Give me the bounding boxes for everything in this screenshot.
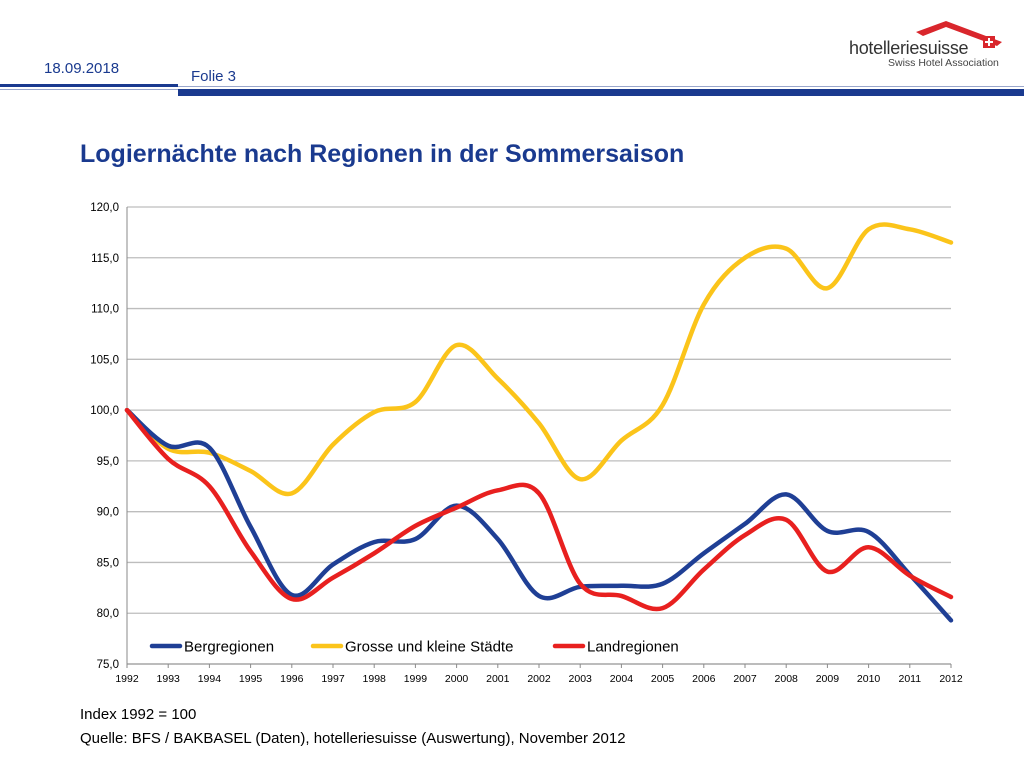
- chart-legend: Bergregionen Grosse und kleine Städte Land…: [149, 639, 679, 656]
- x-tick-label: 2001: [486, 673, 510, 685]
- y-tick-label: 120,0: [90, 202, 119, 214]
- x-tick-label: 1992: [115, 673, 139, 685]
- y-tick-label: 115,0: [91, 253, 119, 265]
- logo-wordmark: hotelleriesuisse: [849, 38, 969, 58]
- legend-label: Landregionen: [587, 639, 679, 656]
- header-rule-left: [0, 84, 178, 87]
- page-title: Logiernächte nach Regionen in der Sommer…: [80, 140, 685, 168]
- x-tick-label: 1998: [363, 673, 387, 685]
- line-chart: 120,0 115,0 110,0 105,0 100,0 95,0 90,0 85,0 80,…: [90, 202, 963, 685]
- legend-label: Grosse und kleine Städte: [345, 639, 513, 656]
- x-tick-label: 2009: [816, 673, 840, 685]
- x-tick-label: 2003: [569, 673, 593, 685]
- x-tick-label: 1995: [239, 673, 263, 685]
- y-tick-label: 105,0: [90, 354, 119, 366]
- header-rule-right-thin: [178, 86, 1024, 87]
- x-tick-label: 1997: [321, 673, 345, 685]
- x-tick-label: 1994: [198, 673, 222, 685]
- y-tick-label: 90,0: [97, 507, 119, 519]
- x-tick-label: 2006: [692, 673, 716, 685]
- logo-tagline: Swiss Hotel Association: [888, 57, 999, 69]
- y-tick-label: 85,0: [97, 557, 119, 569]
- x-tick-label: 2012: [939, 673, 963, 685]
- y-tick-label: 100,0: [90, 405, 119, 417]
- y-tick-label: 75,0: [97, 659, 119, 671]
- x-tick-label: 2004: [610, 673, 634, 685]
- x-tick-label: 2002: [527, 673, 551, 685]
- logo-roof-icon: [916, 21, 1002, 48]
- chart-series: [124, 222, 954, 623]
- x-tick-label: 2011: [899, 673, 922, 685]
- series-line-landregionen: [124, 407, 954, 612]
- brand-logo: hotelleriesuisse Swiss Hotel Association: [846, 18, 1006, 72]
- chart-axes: 120,0 115,0 110,0 105,0 100,0 95,0 90,0 85,0 80,…: [90, 202, 963, 685]
- x-tick-label: 2000: [445, 673, 469, 685]
- series-line-grosse-und-kleine-st-dte: [124, 222, 954, 497]
- x-tick-label: 1993: [157, 673, 181, 685]
- index-note: Index 1992 = 100: [80, 706, 197, 723]
- y-tick-label: 110,0: [91, 304, 119, 316]
- x-tick-label: 2008: [775, 673, 799, 685]
- series-line-bergregionen: [124, 407, 954, 623]
- x-tick-label: 2005: [651, 673, 675, 685]
- legend-label: Bergregionen: [184, 639, 274, 656]
- header-rule-right: [178, 89, 1024, 96]
- y-tick-label: 95,0: [97, 456, 119, 468]
- header-rule-left-thin: [0, 89, 178, 90]
- y-tick-label: 80,0: [97, 608, 119, 620]
- source-note: Quelle: BFS / BAKBASEL (Daten), hoteller…: [80, 730, 626, 747]
- x-tick-label: 1996: [280, 673, 304, 685]
- slide-number: Folie 3: [191, 68, 237, 85]
- x-tick-label: 1999: [404, 673, 428, 685]
- x-tick-label: 2007: [733, 673, 757, 685]
- slide-date: 18.09.2018: [44, 60, 120, 77]
- x-tick-label: 2010: [857, 673, 881, 685]
